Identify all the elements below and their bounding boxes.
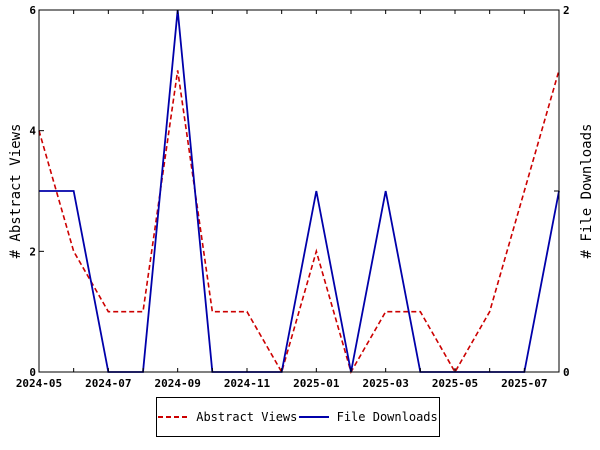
- x-tick-label: 2025-07: [501, 377, 547, 390]
- x-tick-label: 2025-01: [293, 377, 340, 390]
- y-right-tick-label: 2: [563, 4, 570, 17]
- legend-label-abstract-views: Abstract Views: [196, 410, 298, 424]
- y-left-tick-label: 6: [29, 4, 36, 17]
- y-left-tick-label: 4: [29, 125, 36, 138]
- legend-entry-file-downloads: File Downloads: [298, 410, 438, 424]
- plot-frame: [38, 9, 560, 373]
- y-axis-right-title: # File Downloads: [579, 124, 595, 259]
- legend-swatch-file-downloads: [298, 416, 329, 418]
- legend-entry-abstract-views: Abstract Views: [158, 410, 297, 424]
- x-tick-label: 2024-11: [224, 377, 271, 390]
- x-tick-label: 2024-05: [16, 377, 62, 390]
- x-tick-label: 2025-03: [362, 377, 408, 390]
- legend: Abstract Views File Downloads: [156, 397, 440, 437]
- y-left-tick-label: 2: [29, 245, 36, 258]
- series-line-file-downloads: [39, 9, 560, 373]
- x-tick-label: 2024-09: [154, 377, 200, 390]
- y-left-tick-label: 0: [29, 366, 36, 379]
- y-axis-left-title: # Abstract Views: [8, 124, 24, 259]
- legend-swatch-abstract-views: [158, 416, 189, 418]
- x-tick-label: 2025-05: [432, 377, 478, 390]
- legend-label-file-downloads: File Downloads: [336, 410, 438, 424]
- plot-area: [38, 9, 560, 375]
- y-right-tick-label: 0: [563, 366, 570, 379]
- x-tick-label: 2024-07: [85, 377, 131, 390]
- series-line-abstract-views: [38, 70, 560, 375]
- axes: 2024-05 2024-07 2024-09 2024-11 2025-01 2025-…: [16, 4, 570, 390]
